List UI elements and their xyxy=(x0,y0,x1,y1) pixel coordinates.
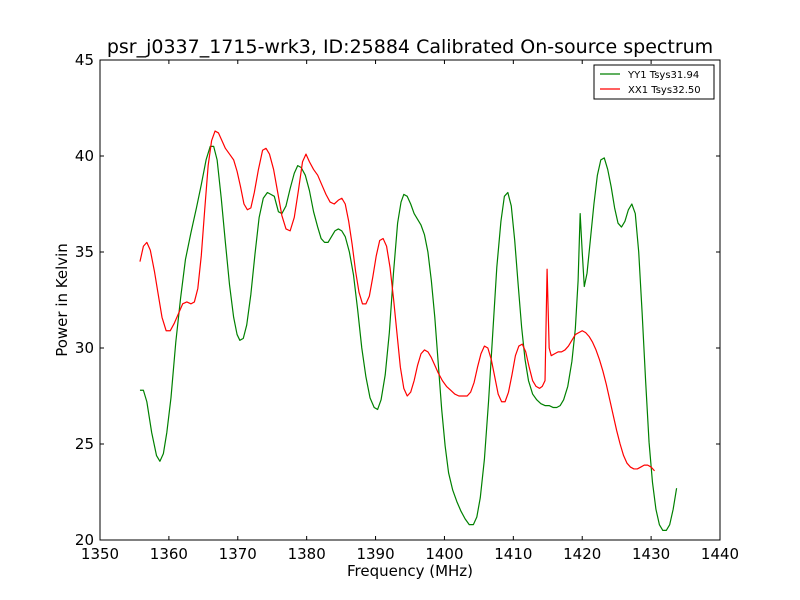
y-axis-label: Power in Kelvin xyxy=(53,243,71,357)
x-axis-label: Frequency (MHz) xyxy=(347,562,473,580)
x-tick-label: 1430 xyxy=(632,545,670,563)
x-tick-label: 1400 xyxy=(425,545,463,563)
x-tick-label: 1440 xyxy=(701,545,739,563)
y-tick-label: 30 xyxy=(75,339,94,357)
x-tick-label: 1420 xyxy=(563,545,601,563)
plot-frame xyxy=(99,59,721,541)
legend-box xyxy=(593,64,715,100)
series-layer xyxy=(139,130,678,532)
x-tick-label: 1390 xyxy=(356,545,394,563)
y-tick-label: 45 xyxy=(75,51,94,69)
x-tick-label: 1350 xyxy=(81,545,119,563)
legend-label-yy1: YY1 Tsys31.94 xyxy=(627,70,699,81)
y-tick-label: 40 xyxy=(75,147,94,165)
x-tick-label: 1360 xyxy=(150,545,188,563)
plot-area: 1350 1360 1370 1380 1390 1400 1410 1420 1430 1440… xyxy=(75,51,739,563)
chart-title: psr_j0337_1715-wrk3, ID:25884 Calibrated… xyxy=(107,36,713,58)
x-tick-label: 1380 xyxy=(288,545,326,563)
legend: YY1 Tsys31.94 XX1 Tsys32.50 xyxy=(593,64,715,100)
series-line-xx1 xyxy=(139,130,656,472)
y-tick-label: 20 xyxy=(75,531,94,549)
x-tick-label: 1370 xyxy=(219,545,257,563)
legend-label-xx1: XX1 Tsys32.50 xyxy=(628,85,701,96)
ticks-layer: 1350 1360 1370 1380 1390 1400 1410 1420 1430 1440… xyxy=(75,51,739,563)
y-tick-label: 35 xyxy=(75,243,94,261)
x-tick-label: 1410 xyxy=(494,545,532,563)
series-line-yy1 xyxy=(139,145,678,532)
y-tick-label: 25 xyxy=(75,435,94,453)
